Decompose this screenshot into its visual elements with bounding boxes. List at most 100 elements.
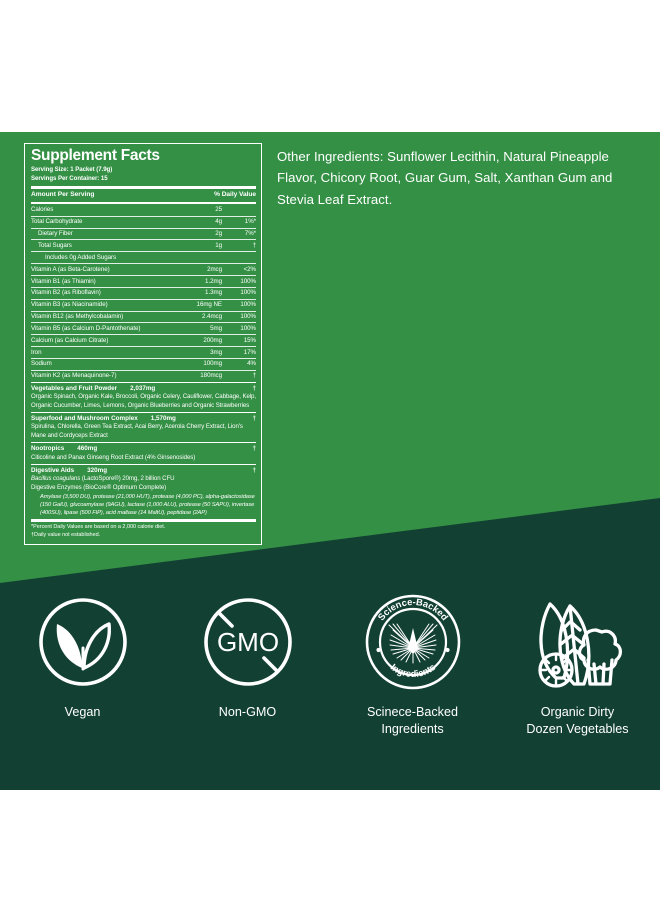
nutrient-daily-value: 100% <box>240 313 256 321</box>
nutrient-name: Dietary Fiber <box>38 230 73 238</box>
nutrient-name: Vitamin B1 (as Thiamin) <box>31 277 96 285</box>
nutrient-amount: 100mg <box>203 360 222 368</box>
row-divider <box>31 263 256 264</box>
nutrient-amount: 2g <box>215 230 222 238</box>
blend-dagger: † <box>252 384 256 392</box>
blend-header: Superfood and Mushroom Complex 1,570mg † <box>31 414 256 423</box>
nutrient-daily-value: 100% <box>240 277 256 285</box>
nutrient-name: Vitamin B12 (as Methylcobalamin) <box>31 313 124 321</box>
blend-divider <box>31 412 256 413</box>
blend-header: Nootropics 460mg † <box>31 444 256 453</box>
nutrient-daily-value: † <box>252 241 256 249</box>
nutrient-amount: 3mg <box>210 348 222 356</box>
row-divider <box>31 357 256 359</box>
sunburst-center-shape <box>407 628 418 654</box>
nutrient-row: Calories 25 <box>31 205 256 214</box>
nutrient-amount: 1.3mg <box>205 289 222 297</box>
nutrient-amount: 25 <box>215 206 222 214</box>
supplement-facts-title: Supplement Facts <box>31 147 160 164</box>
digestive-aids-name: Digestive Aids <box>31 466 75 474</box>
no-gmo-icon: GMO <box>202 592 294 692</box>
feature-badges-row: Vegan GMO Non-GMO <box>0 592 660 767</box>
dark-green-diagonal-band <box>0 132 660 790</box>
divider-under-headers <box>31 201 256 205</box>
badge-science-backed-caption: Scinece-Backed Ingredients <box>366 705 458 736</box>
digestive-enzymes-line: Digestive Enzymes (BioCore® Optimum Comp… <box>31 483 167 491</box>
nutrient-daily-value: 100% <box>240 301 256 309</box>
divider-before-blends <box>31 381 256 383</box>
science-badge-icon: Science-Backed Ingredients <box>363 592 463 692</box>
digestive-aids-block: Digestive Aids 320mg † Bacillus coagulan… <box>31 466 256 518</box>
nutrient-daily-value: 17% <box>243 348 256 356</box>
blend-block: Nootropics 460mg † Citicoline and Panax Gin… <box>31 444 256 462</box>
nutrient-daily-value: 15% <box>243 336 256 344</box>
row-divider <box>31 215 256 217</box>
nutrient-rows-container: Calories 25 Total Carbohydrate 4g 1%* Dietary… <box>31 205 256 380</box>
nutrient-daily-value: 100% <box>240 324 256 332</box>
row-divider <box>31 346 256 347</box>
nutrient-row: Vitamin B1 (as Thiamin) 1.2mg 100% <box>31 277 256 286</box>
nutrient-row: Includes 0g Added Sugars <box>31 253 256 262</box>
row-divider <box>31 251 256 252</box>
nutrient-name: Iron <box>31 348 42 356</box>
blend-block: Superfood and Mushroom Complex 1,570mg † Sp… <box>31 414 256 441</box>
nutrient-name: Vitamin B3 (as Niacinamide) <box>31 301 108 309</box>
blend-amount: 460mg <box>77 445 98 453</box>
nutrient-amount: 4g <box>215 218 222 226</box>
amount-per-serving-header: Amount Per Serving <box>31 191 95 199</box>
nutrient-row: Iron 3mg 17% <box>31 348 256 357</box>
gmo-text: GMO <box>216 627 278 657</box>
science-arc-bottom-text: Ingredients <box>388 661 437 679</box>
nutrient-daily-value: 1%* <box>244 218 256 226</box>
nutrient-row: Vitamin A (as Beta-Carotene) 2mcg <2% <box>31 265 256 274</box>
badge-organic-vegetables-caption: Organic Dirty Dozen Vegetables <box>526 705 629 736</box>
blend-amount: 1,570mg <box>150 415 176 423</box>
nutrient-daily-value: 4% <box>247 360 256 368</box>
footnote-dagger: †Daily value not established. <box>31 532 101 539</box>
row-divider <box>31 310 256 312</box>
blend-name: Vegetables and Fruit Powder <box>31 384 118 392</box>
blend-ingredients: Organic Spinach, Organic Kale, Broccoli,… <box>31 392 257 409</box>
nutrient-row: Vitamin B5 (as Calcium D-Pantothenate) 5m… <box>31 324 256 333</box>
footnote-daily-values: *Percent Daily Values are based on a 2,0… <box>31 523 166 530</box>
servings-per-container-line: Servings Per Container: 15 <box>31 174 108 182</box>
blend-block: Vegetables and Fruit Powder 2,037mg † Organ… <box>31 384 256 411</box>
nutrient-name: Includes 0g Added Sugars <box>45 253 117 261</box>
nutrient-row: Total Sugars 1g † <box>31 241 256 250</box>
divider-before-footnotes <box>31 519 256 522</box>
digestive-enzymes-detail: Amylase (3,500 DU), protease (21,000 HUT… <box>40 493 255 517</box>
blend-dagger: † <box>252 415 256 423</box>
nutrient-daily-value: 100% <box>240 289 256 297</box>
nutrient-amount: 2.4mcg <box>202 313 222 321</box>
nutrient-row: Vitamin B2 (as Riboflavin) 1.3mg 100% <box>31 288 256 297</box>
nutrient-amount: 16mg NE <box>196 301 223 309</box>
nutrient-amount: 180mcg <box>200 372 222 380</box>
blend-amount: 2,037mg <box>130 384 156 392</box>
digestive-aids-probiotic-line: Bacillus coagulans (LactoSpore®) 20mg, 2… <box>31 475 256 484</box>
blend-ingredients: Citicoline and Panax Ginseng Root Extrac… <box>31 453 196 461</box>
row-divider <box>31 298 256 300</box>
blends-container: Vegetables and Fruit Powder 2,037mg † Organ… <box>31 384 256 465</box>
table-column-headers: Amount Per Serving % Daily Value <box>31 190 256 200</box>
nutrient-daily-value: † <box>252 372 256 380</box>
badge-vegan: Vegan <box>0 592 165 767</box>
blend-divider <box>31 463 256 465</box>
nutrient-amount: 1g <box>215 241 222 249</box>
blend-name: Nootropics <box>31 445 65 453</box>
nutrient-name: Calcium (as Calcium Citrate) <box>31 336 109 344</box>
nutrient-name: Vitamin K2 (as Menaquinone-7) <box>31 372 117 380</box>
other-ingredients-text: Other Ingredients: Sunflower Lecithin, N… <box>277 149 613 207</box>
nutrient-name: Sodium <box>31 360 52 368</box>
badge-non-gmo: GMO Non-GMO <box>165 592 330 767</box>
nutrient-name: Vitamin A (as Beta-Carotene) <box>31 265 110 273</box>
badge-vegan-caption: Vegan <box>64 705 101 719</box>
supplement-facts-panel: Supplement Facts Serving Size: 1 Packet … <box>24 143 262 546</box>
serving-size-line: Serving Size: 1 Packet (7.9g) <box>31 166 113 174</box>
blend-ingredients: Spirulina, Chlorella, Green Tea Extract,… <box>31 423 243 440</box>
nutrient-amount: 5mg <box>210 324 222 332</box>
blend-name: Superfood and Mushroom Complex <box>31 415 138 423</box>
badge-non-gmo-caption: Non-GMO <box>218 705 277 719</box>
badge-science-backed: Science-Backed Ingredients <box>330 592 495 767</box>
blend-dagger: † <box>252 445 256 453</box>
